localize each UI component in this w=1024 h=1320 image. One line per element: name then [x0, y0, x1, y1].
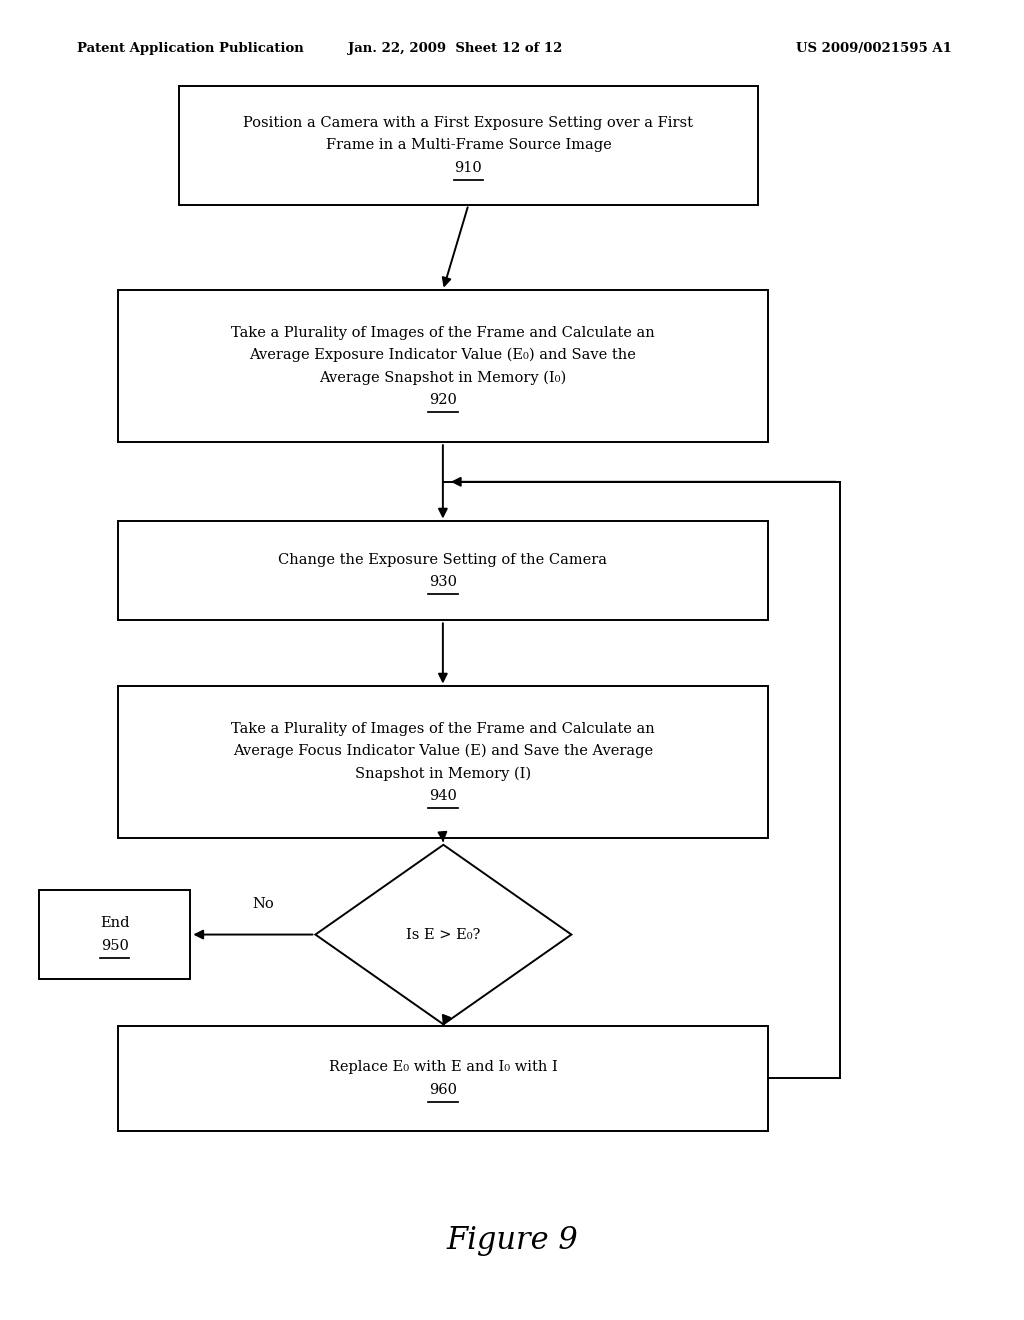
Text: 910: 910 [455, 161, 482, 174]
Text: Average Exposure Indicator Value (E₀) and Save the: Average Exposure Indicator Value (E₀) an… [250, 348, 636, 362]
Text: Average Focus Indicator Value (E) and Save the Average: Average Focus Indicator Value (E) and Sa… [232, 744, 653, 758]
Bar [118, 521, 768, 620]
Text: 950: 950 [100, 939, 129, 953]
Text: Average Snapshot in Memory (I₀): Average Snapshot in Memory (I₀) [319, 371, 566, 384]
Text: Snapshot in Memory (I): Snapshot in Memory (I) [355, 767, 530, 780]
Text: 940: 940 [429, 789, 457, 803]
Text: 920: 920 [429, 393, 457, 407]
Bar [118, 1026, 768, 1131]
Text: Frame in a Multi-Frame Source Image: Frame in a Multi-Frame Source Image [326, 139, 611, 152]
Text: Change the Exposure Setting of the Camera: Change the Exposure Setting of the Camer… [279, 553, 607, 566]
Text: Jan. 22, 2009  Sheet 12 of 12: Jan. 22, 2009 Sheet 12 of 12 [348, 42, 563, 55]
Text: Figure 9: Figure 9 [446, 1225, 578, 1257]
Text: US 2009/0021595 A1: US 2009/0021595 A1 [797, 42, 952, 55]
Text: End: End [100, 916, 129, 931]
Text: No: No [252, 896, 274, 911]
Text: Take a Plurality of Images of the Frame and Calculate an: Take a Plurality of Images of the Frame … [231, 326, 654, 339]
Text: Position a Camera with a First Exposure Setting over a First: Position a Camera with a First Exposure … [244, 116, 693, 129]
Bar [39, 890, 190, 979]
Polygon shape [315, 845, 571, 1024]
Bar [118, 290, 768, 442]
Bar [118, 686, 768, 838]
Text: 960: 960 [429, 1082, 457, 1097]
Text: Take a Plurality of Images of the Frame and Calculate an: Take a Plurality of Images of the Frame … [231, 722, 654, 735]
Text: Replace E₀ with E and I₀ with I: Replace E₀ with E and I₀ with I [329, 1060, 557, 1074]
Text: Patent Application Publication: Patent Application Publication [77, 42, 303, 55]
Text: 930: 930 [429, 576, 457, 589]
Bar [179, 86, 758, 205]
Text: Is E > E₀?: Is E > E₀? [407, 928, 480, 941]
